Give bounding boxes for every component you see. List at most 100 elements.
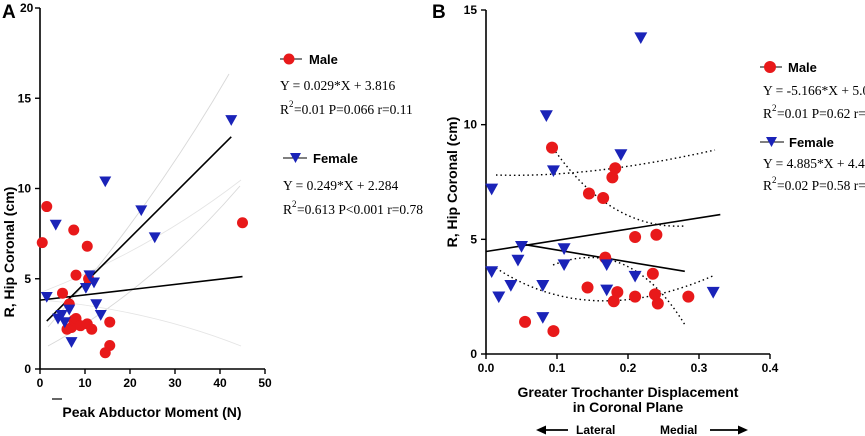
panel-b-confidence-bands bbox=[495, 147, 716, 326]
panel-b-male-equation: Y = -5.166*X + 5.051 bbox=[763, 83, 865, 98]
panel-a-male-point bbox=[81, 240, 93, 252]
panel-a-letter: A bbox=[2, 2, 16, 23]
panel-a-female-stats: =0.613 P<0.001 r=0.78 bbox=[297, 202, 423, 217]
panel-a-male-r2-sup: 2 bbox=[289, 99, 294, 109]
panel-b-direction-indicator: Lateral Medial bbox=[536, 423, 748, 436]
panel-a-legend-female-marker bbox=[290, 153, 301, 163]
panel-b-ytick-label: 15 bbox=[464, 3, 478, 17]
panel-a-ytick-label: 10 bbox=[18, 182, 32, 196]
panel-b-male-point bbox=[629, 290, 642, 303]
panel-b-male-point bbox=[651, 297, 664, 310]
lateral-label: Lateral bbox=[576, 423, 615, 436]
panel-b-female-point bbox=[634, 32, 648, 45]
panel-b-male-r2-label: R bbox=[763, 106, 772, 121]
panel-b-letter: B bbox=[432, 2, 446, 23]
panel-a-female-point bbox=[88, 277, 100, 289]
panel-a-female-point bbox=[148, 232, 161, 244]
panel-b-female-ci-upper bbox=[552, 147, 686, 227]
panel-b-female-point bbox=[706, 286, 720, 299]
panel-a-ytick-label: 15 bbox=[18, 91, 32, 105]
panel-a-male-r2-label: R bbox=[280, 102, 289, 117]
panel-b-male-ci-lower bbox=[495, 267, 716, 302]
panel-a-female-point bbox=[49, 219, 62, 231]
panel-b-x-axis-label-line1: Greater Trochanter Displacement bbox=[518, 384, 739, 400]
panel-a-xtick-label: 40 bbox=[213, 376, 227, 390]
panel-b-legend-female-marker bbox=[766, 137, 777, 147]
panel-b-male-point bbox=[650, 228, 663, 241]
panel-b-legend: Male Y = -5.166*X + 5.051 R 2 =0.01 P=0.… bbox=[760, 60, 865, 193]
panel-a-female-point bbox=[99, 176, 112, 188]
panel-a-xtick-label: 0 bbox=[37, 376, 44, 390]
panel-b-ytick-label: 10 bbox=[464, 118, 478, 132]
panel-b-female-point bbox=[557, 259, 571, 272]
panel-b-female-point bbox=[511, 254, 525, 267]
panel-b-male-r2-sup: 2 bbox=[772, 103, 777, 113]
panel-b-female-point bbox=[600, 284, 614, 297]
panel-a-y-axis-label: R, Hip Coronal (cm) bbox=[1, 187, 17, 318]
panel-b-ytick-label: 5 bbox=[470, 232, 477, 246]
panel-b-male-point bbox=[682, 290, 695, 303]
panel-a-female-point bbox=[65, 337, 78, 348]
panel-b-female-point bbox=[600, 259, 614, 272]
panel-b-legend-male-label: Male bbox=[788, 60, 817, 75]
panel-a-legend-male-label: Male bbox=[309, 52, 338, 67]
panel-b-male-point bbox=[582, 187, 595, 200]
panel-b-male-point bbox=[581, 281, 594, 294]
panel-b-male-point bbox=[547, 325, 560, 338]
panel-a-female-point bbox=[79, 282, 92, 294]
panel-b-y-axis-label: R, Hip Coronal (cm) bbox=[444, 117, 460, 248]
panel-a-ticks: 0 10 20 30 40 50 0 5 10 15 bbox=[18, 7, 272, 390]
panel-a-female-equation: Y = 0.249*X + 2.284 bbox=[283, 178, 398, 193]
panel-a-male-ci-upper bbox=[41, 179, 242, 293]
panel-a-ytick-label: 5 bbox=[24, 272, 31, 286]
panel-b-female-point bbox=[539, 110, 553, 122]
panel-a-ytick-top: 20 bbox=[20, 1, 34, 15]
panel-b-x-axis-label-line2: in Coronal Plane bbox=[573, 399, 684, 415]
panel-a-male-point bbox=[104, 316, 116, 328]
panel-a-female-point bbox=[55, 310, 68, 321]
panel-a: A 20 0 10 20 30 40 50 0 5 10 15 R, Hip Coronal (c… bbox=[1, 1, 423, 420]
panel-a-fit-lines bbox=[39, 136, 243, 322]
panel-b-xtick-label: 0.3 bbox=[691, 361, 708, 375]
panel-b-male-point bbox=[648, 288, 661, 301]
panel-b-female-point bbox=[614, 149, 628, 161]
panel-b-legend-male-marker bbox=[764, 61, 776, 73]
panel-b-male-point bbox=[519, 315, 532, 328]
panel-b-male-point bbox=[611, 286, 624, 299]
panel-b-male-point bbox=[606, 171, 619, 184]
panel-b-female-point bbox=[557, 243, 571, 256]
panel-a-x-axis-label: Peak Abductor Moment (N) bbox=[62, 404, 241, 420]
panel-a-female-r2-label: R bbox=[283, 202, 292, 217]
panel-b-xtick-label: 0.2 bbox=[620, 361, 637, 375]
panel-b-female-point bbox=[546, 165, 560, 178]
panel-b-male-point bbox=[609, 162, 622, 175]
panel-a-male-point bbox=[99, 347, 111, 359]
panel-b-xtick-label: 0.0 bbox=[478, 361, 495, 375]
panel-a-legend-female-label: Female bbox=[313, 151, 358, 166]
panel-a-female-point bbox=[94, 310, 107, 321]
panel-a-xtick-label: 10 bbox=[78, 376, 92, 390]
panel-b-female-point bbox=[485, 266, 499, 278]
panel-a-xtick-label: 20 bbox=[123, 376, 137, 390]
panel-b-ticks: 0.0 0.1 0.2 0.3 0.4 0 5 10 15 bbox=[464, 3, 779, 375]
panel-b-ytick-label: 0 bbox=[470, 347, 477, 361]
panel-a-male-point bbox=[86, 323, 98, 335]
panel-b-female-point bbox=[485, 183, 499, 196]
panel-a-female-point bbox=[90, 299, 103, 311]
panel-a-male-point bbox=[57, 287, 68, 299]
panel-b-female-point bbox=[515, 241, 528, 253]
medial-arrow-head bbox=[738, 425, 748, 435]
panel-a-female-point bbox=[58, 317, 71, 329]
panel-a-male-point bbox=[41, 201, 53, 213]
panel-a-legend: Male Y = 0.029*X + 3.816 R 2 =0.01 P=0.0… bbox=[280, 52, 423, 217]
panel-b-female-equation: Y = 4.885*X + 4.469 bbox=[763, 156, 865, 171]
panel-a-male-equation: Y = 0.029*X + 3.816 bbox=[280, 78, 395, 93]
panel-a-xtick-label: 50 bbox=[258, 376, 272, 390]
panel-a-male-point bbox=[237, 217, 248, 229]
panel-a-female-r2-sup: 2 bbox=[292, 199, 297, 209]
panel-a-xtick-label: 30 bbox=[168, 376, 182, 390]
panel-a-male-stats: =0.01 P=0.066 r=0.11 bbox=[294, 102, 413, 117]
panel-a-female-point bbox=[40, 292, 53, 303]
panel-b-male-point bbox=[546, 141, 559, 154]
